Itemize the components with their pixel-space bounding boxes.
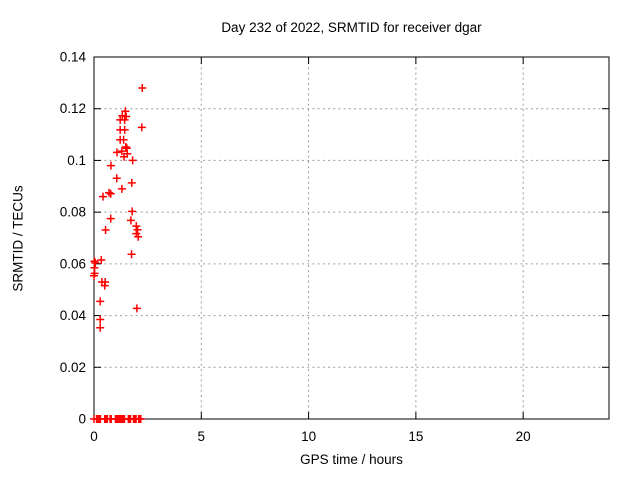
data-point-marker [120,125,129,134]
data-point-marker [101,225,110,234]
data-point-marker [121,107,130,116]
data-point-marker [121,142,130,151]
data-point-marker [118,111,127,120]
x-tick-label: 0 [90,429,98,444]
data-point-marker [112,174,121,183]
data-point-marker [106,161,115,170]
y-tick-label: 0.04 [60,308,87,323]
data-point-marker [120,115,129,124]
data-point-marker [90,271,98,280]
data-point-marker [134,232,143,241]
x-tick-label: 15 [408,429,423,444]
data-point-marker [136,415,145,423]
x-tick-label: 5 [198,429,206,444]
data-point-marker [126,216,135,225]
data-point-marker [106,214,115,223]
y-tick-label: 0.02 [60,360,86,375]
data-point-marker [119,135,128,144]
data-point-marker [91,258,100,267]
data-point-marker [127,250,136,259]
y-tick-label: 0.08 [60,205,86,220]
data-point-marker [96,315,105,324]
data-point-marker [105,188,114,197]
data-point-marker [106,189,115,198]
data-point-marker [138,84,147,93]
y-tick-label: 0.12 [60,101,86,116]
data-point-marker [117,147,126,156]
x-axis-label: GPS time / hours [300,452,403,467]
y-tick-label: 0 [78,412,86,427]
plot-border [93,56,610,420]
data-point-marker [133,225,142,234]
data-point-marker [128,156,137,165]
x-tick-label: 10 [301,429,316,444]
y-tick-label: 0.1 [67,153,86,168]
data-point-marker [97,255,106,264]
data-point-marker [132,222,141,231]
data-point-marker [96,297,105,306]
data-point-marker [117,184,126,193]
data-point-marker [132,304,141,313]
y-tick-label: 0.14 [60,50,87,65]
data-point-marker [99,192,108,201]
y-tick-label: 0.06 [60,256,86,271]
x-tick-label: 20 [516,429,531,444]
data-point-marker [137,123,146,132]
data-point-marker [120,152,129,161]
data-point-marker [100,281,109,290]
data-point-marker [128,207,137,216]
data-point-marker [127,178,136,187]
data-point-marker [112,148,121,157]
chart-title: Day 232 of 2022, SRMTID for receiver dga… [221,20,482,35]
data-point-marker [96,323,105,332]
